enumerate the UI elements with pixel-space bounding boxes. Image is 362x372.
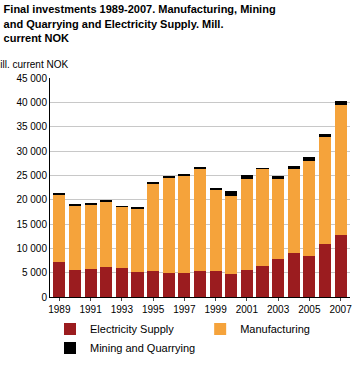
svg-text:Final investments 1989-2007. M: Final investments 1989-2007. Manufacturi… bbox=[4, 3, 276, 44]
svg-text:1997: 1997 bbox=[173, 304, 196, 315]
svg-text:35 000: 35 000 bbox=[16, 121, 47, 132]
svg-text:30 000: 30 000 bbox=[16, 146, 47, 157]
svg-text:40 000: 40 000 bbox=[16, 97, 47, 108]
svg-text:45 000: 45 000 bbox=[16, 73, 47, 84]
svg-text:2003: 2003 bbox=[267, 304, 290, 315]
svg-text:20 000: 20 000 bbox=[16, 194, 47, 205]
svg-text:2007: 2007 bbox=[329, 304, 352, 315]
svg-text:5 000: 5 000 bbox=[22, 267, 47, 278]
svg-text:2005: 2005 bbox=[298, 304, 321, 315]
svg-text:Mining and Quarrying: Mining and Quarrying bbox=[90, 342, 195, 354]
svg-text:1995: 1995 bbox=[142, 304, 165, 315]
svg-text:0: 0 bbox=[41, 292, 47, 303]
svg-text:1999: 1999 bbox=[204, 304, 227, 315]
svg-text:15 000: 15 000 bbox=[16, 219, 47, 230]
svg-text:1991: 1991 bbox=[79, 304, 102, 315]
svg-text:2001: 2001 bbox=[236, 304, 259, 315]
svg-text:Mill. current NOK: Mill. current NOK bbox=[0, 59, 68, 70]
svg-text:25 000: 25 000 bbox=[16, 170, 47, 181]
svg-text:10 000: 10 000 bbox=[16, 243, 47, 254]
svg-text:1989: 1989 bbox=[48, 304, 71, 315]
svg-text:1993: 1993 bbox=[111, 304, 134, 315]
svg-text:Manufacturing: Manufacturing bbox=[240, 323, 310, 335]
svg-text:Electricity Supply: Electricity Supply bbox=[90, 323, 174, 335]
